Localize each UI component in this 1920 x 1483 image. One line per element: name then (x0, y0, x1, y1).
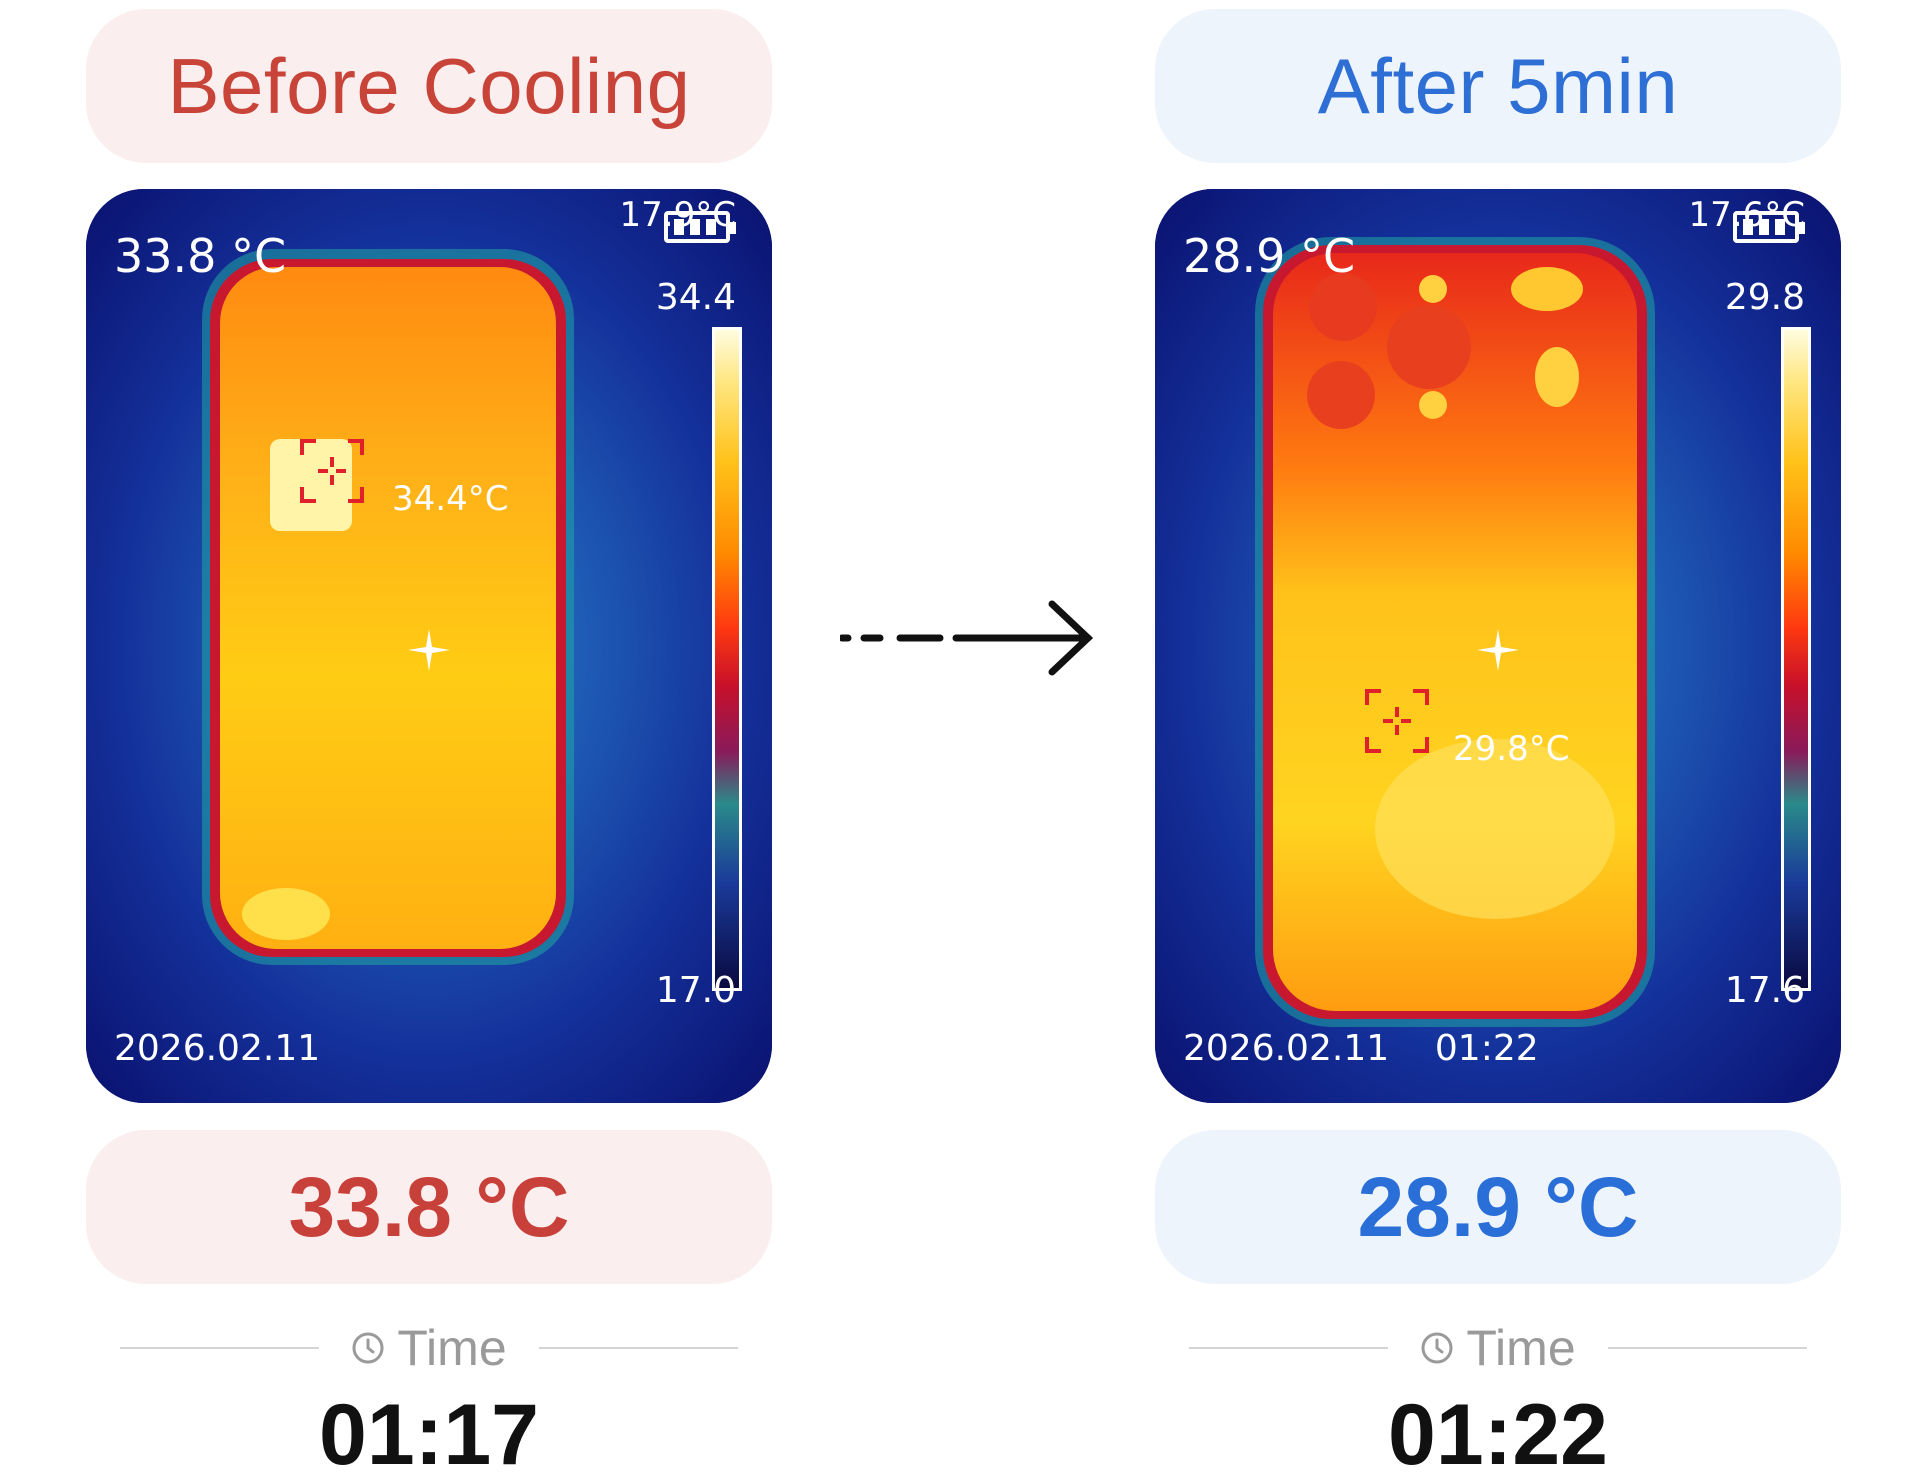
divider-line (120, 1347, 320, 1349)
before-color-scale-bar (712, 327, 742, 991)
after-max-readout: 28.9 °C (1183, 229, 1356, 283)
divider-line (1189, 1347, 1389, 1349)
before-timestamp: 2026.02.11 (114, 1028, 321, 1069)
before-thermal-image: 33.8 °C 17.9°C 34.4 17.0 34.4°C 2026.02.… (86, 189, 772, 1103)
before-spot-label: 34.4°C (392, 479, 509, 519)
after-color-scale-bar (1781, 327, 1811, 991)
before-title: Before Cooling (86, 9, 772, 163)
battery-icon (1733, 211, 1805, 243)
after-title: After 5min (1155, 9, 1841, 163)
divider-line (538, 1347, 739, 1349)
clock-icon (352, 1332, 384, 1364)
hotspot-crosshair-icon (300, 439, 364, 503)
after-thermal-image: 28.9 °C 17.6°C 29.8 17.6 29.8°C 2026.02.… (1155, 189, 1841, 1103)
center-crosshair-icon (1477, 629, 1519, 671)
battery-icon (664, 211, 736, 243)
before-time-value: 01:17 (319, 1387, 539, 1483)
before-scale-min: 17.0 (655, 970, 736, 1011)
center-crosshair-icon (408, 629, 450, 671)
before-scale-max: 34.4 (655, 277, 736, 318)
after-time-value: 01:22 (1388, 1387, 1608, 1483)
after-temperature-value: 28.9 °C (1155, 1130, 1841, 1284)
after-timestamp: 2026.02.11 01:22 (1183, 1028, 1539, 1069)
after-scale-max: 29.8 (1724, 277, 1805, 318)
before-max-readout: 33.8 °C (114, 229, 287, 283)
arrow-right-icon (840, 600, 1094, 676)
before-time-header: Time (120, 1318, 739, 1378)
after-time-label: Time (1466, 1320, 1576, 1376)
before-thermal-graphic (86, 189, 772, 1103)
clock-icon (1421, 1332, 1453, 1364)
before-temperature-value: 33.8 °C (86, 1130, 772, 1284)
after-time-header: Time (1189, 1318, 1808, 1378)
divider-line (1607, 1347, 1808, 1349)
before-time-label: Time (397, 1320, 507, 1376)
after-spot-label: 29.8°C (1453, 729, 1570, 769)
hotspot-crosshair-icon (1365, 689, 1429, 753)
after-scale-min: 17.6 (1724, 970, 1805, 1011)
